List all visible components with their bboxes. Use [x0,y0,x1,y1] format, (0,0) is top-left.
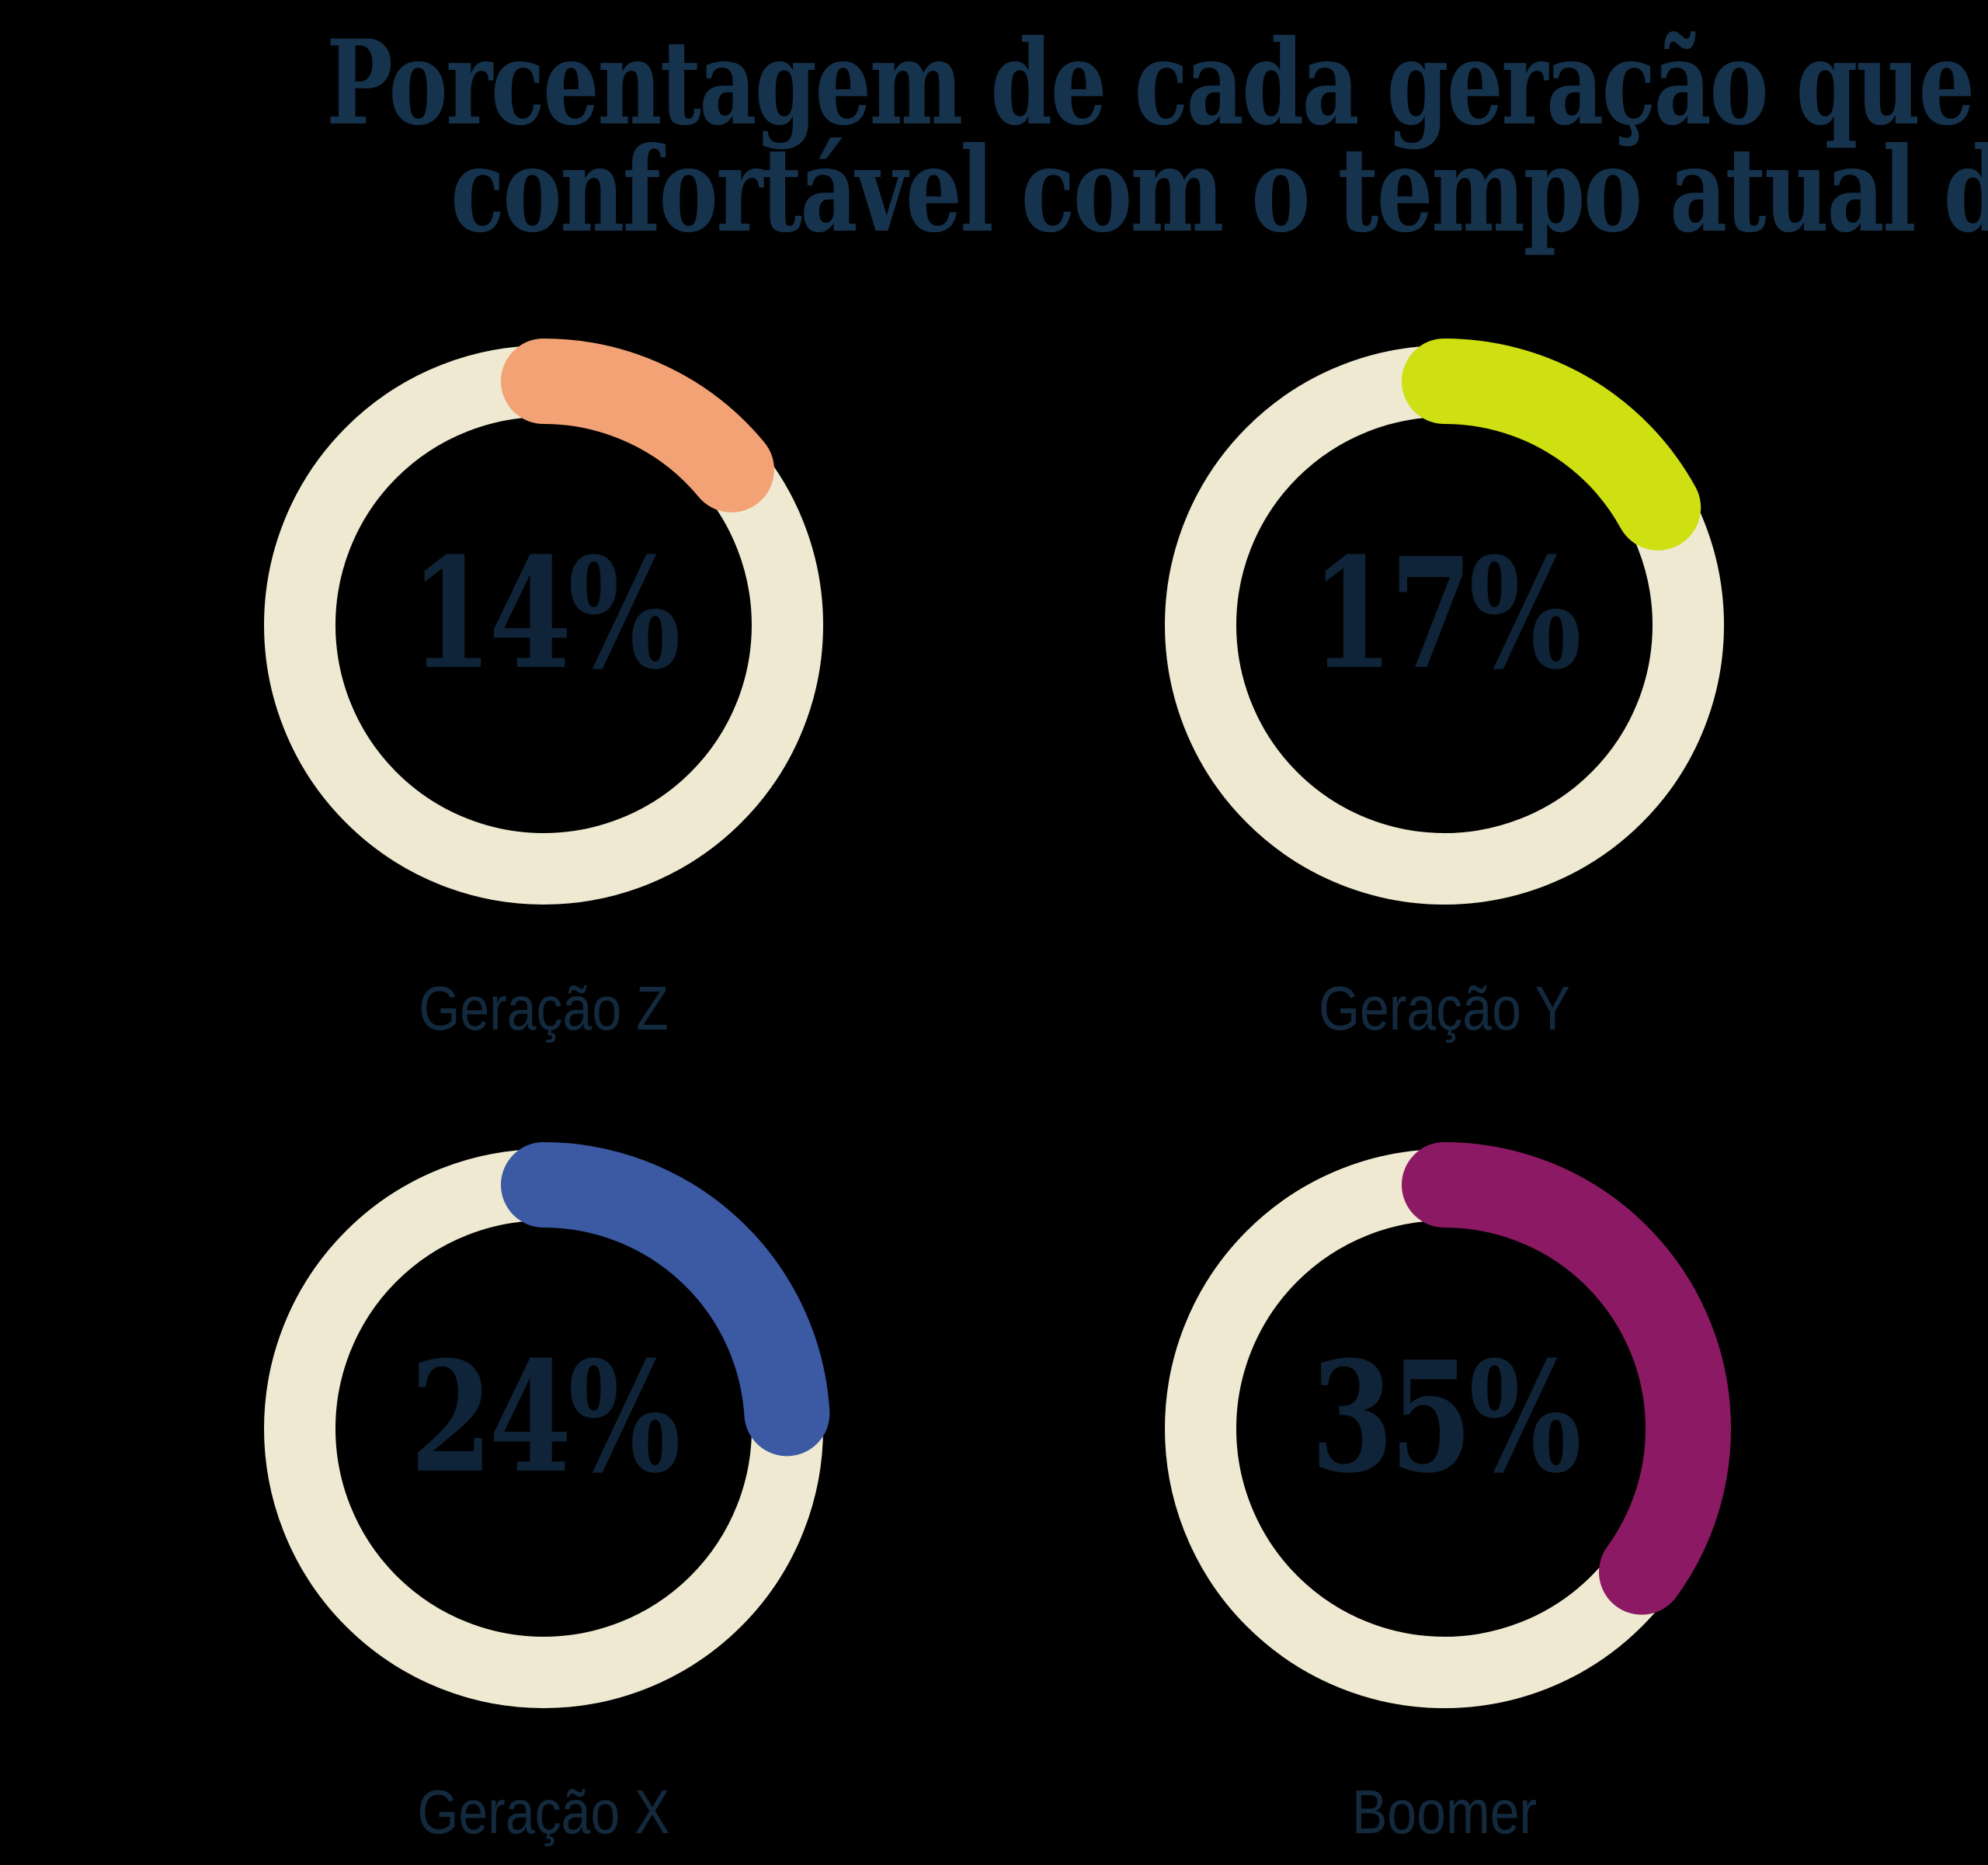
donut-value: 35% [1311,1328,1582,1507]
donut-value: 14% [410,525,681,703]
donut-ring-geracao-x: 24% [256,1141,831,1716]
donut-chart-boomer: 35% Boomer [1157,1141,1732,1865]
donut-label: Boomer [1351,1777,1538,1846]
chart-title-line1: Porcentagem de cada geração que se sente [326,15,1988,151]
donut-arc [257,1142,830,1715]
donut-arc [257,339,830,912]
donut-ring-boomer: 35% [1157,1141,1732,1716]
donut-chart-geracao-y: 17% Geração Y [1157,338,1732,1083]
donut-label: Geração Y [1319,974,1570,1043]
donut-svg [1158,1142,1731,1715]
chart-title-line2: confortável com o tempo atual de tela [450,122,1988,259]
donut-chart-geracao-z: 14% Geração Z [256,338,831,1083]
donut-ring-geracao-z: 14% [256,338,831,912]
donut-svg [257,1142,830,1715]
chart-title: Porcentagem de cada geração que se sente… [0,25,1988,248]
donut-value: 24% [410,1328,681,1507]
donut-value: 17% [1311,525,1582,703]
donut-label: Geração Z [419,974,669,1043]
donut-svg [1158,339,1731,912]
donut-chart-geracao-x: 24% Geração X [256,1141,831,1865]
donut-svg [257,339,830,912]
donut-ring-geracao-y: 17% [1157,338,1732,912]
donut-label: Geração X [417,1777,670,1846]
donut-arc [1158,1142,1731,1715]
donut-arc [1158,339,1731,912]
